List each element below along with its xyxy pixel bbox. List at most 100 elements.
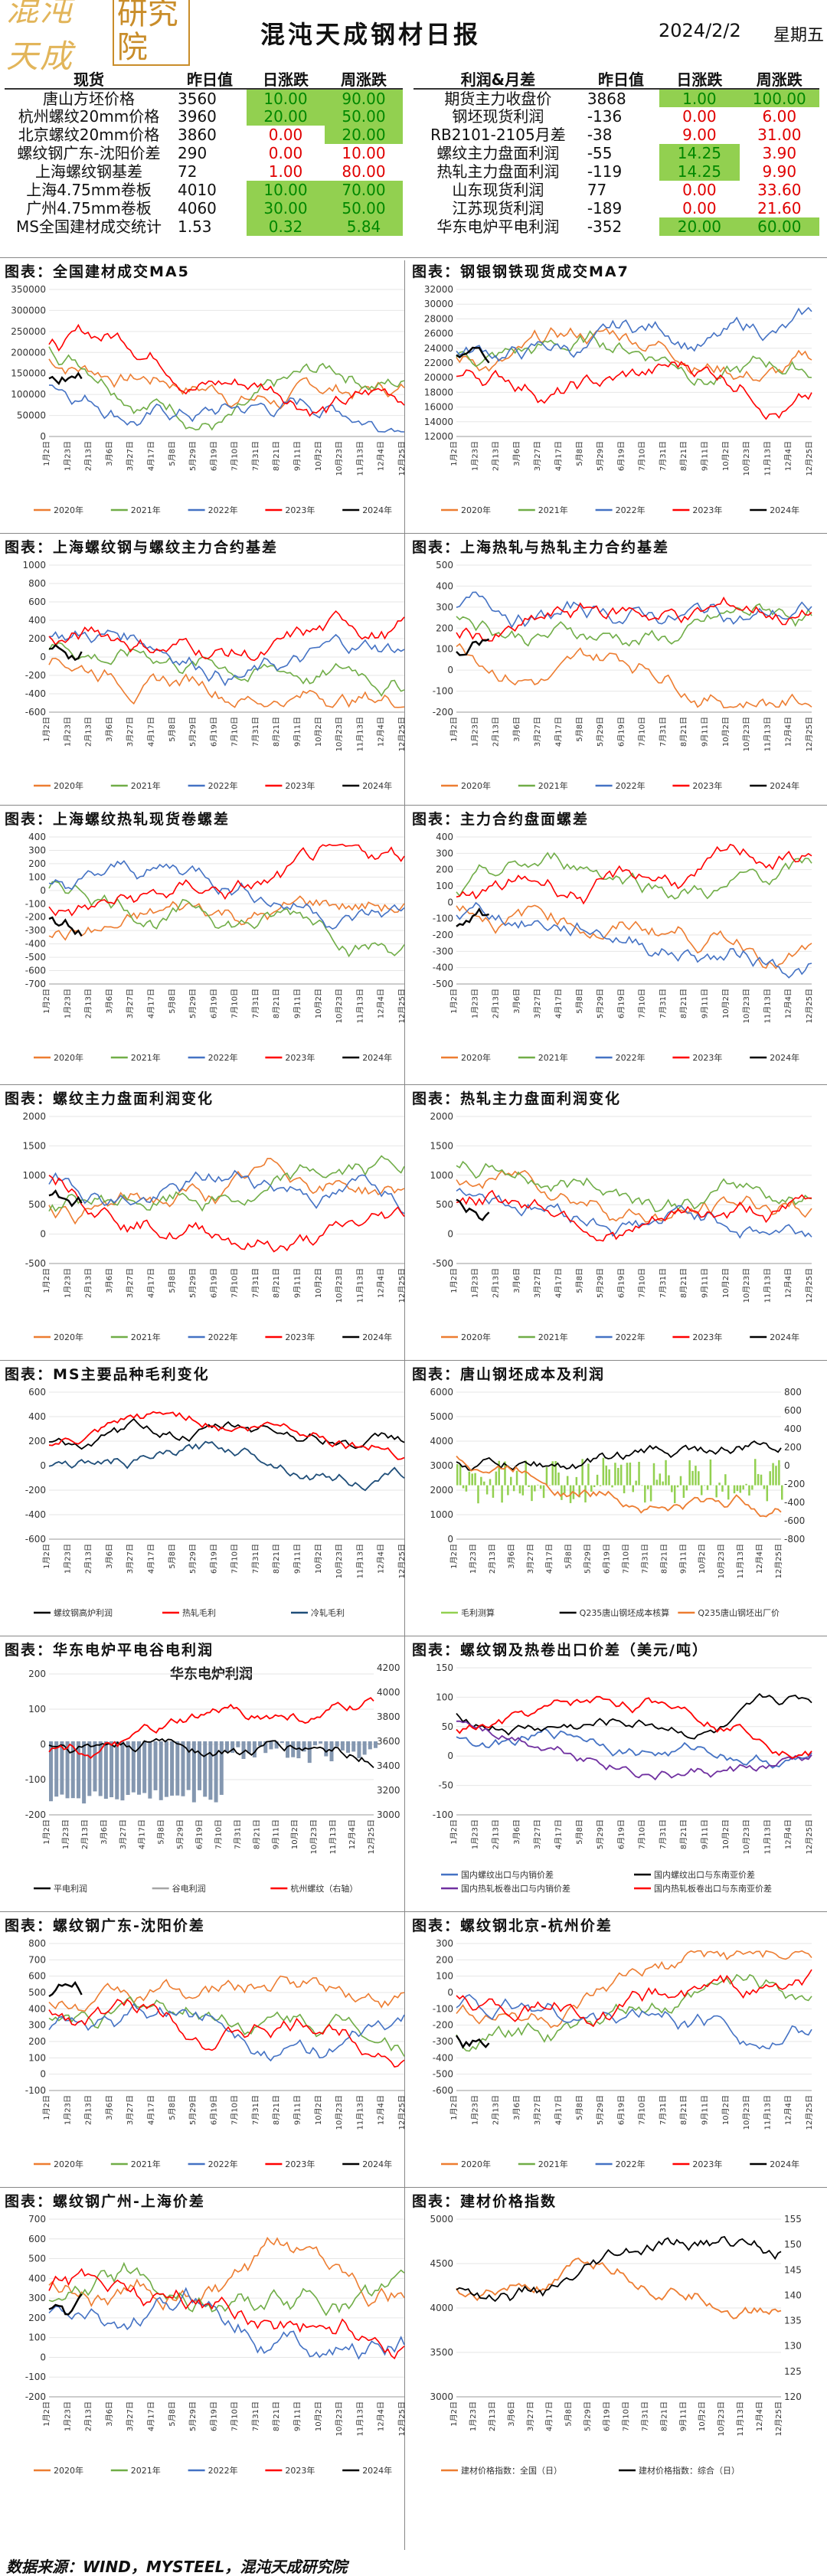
x-tick-label: 3月6日 xyxy=(507,1544,516,1569)
x-tick-label: 4月17日 xyxy=(554,2095,563,2125)
chart-title: 图表：螺纹主力盘面利润变化 xyxy=(5,1090,214,1107)
x-tick-label: 10月23日 xyxy=(335,1268,344,1303)
x-tick-label: 5月29日 xyxy=(583,1544,593,1574)
y-tick-label: 20000 xyxy=(424,372,453,383)
series-line-2023年 xyxy=(48,1999,405,2068)
x-tick-label: 2月13日 xyxy=(84,2095,93,2125)
y-tick-label: 26000 xyxy=(424,329,453,339)
chart-title: 图表：上海螺纹热轧现货卷螺差 xyxy=(5,811,230,828)
margin-bar xyxy=(760,1474,763,1486)
y-tick-label: 0 xyxy=(40,2069,46,2080)
spot-cell-name: MS全国建材成交统计 xyxy=(16,217,162,236)
spot-cell-day-change: 1.00 xyxy=(247,162,325,181)
chart-svg: 350000 300000 250000 200000 150000 100000 5000… xyxy=(11,284,407,515)
y-tick-label: -400 xyxy=(25,1509,46,1520)
chart-title: 图表：螺纹钢北京-杭州价差 xyxy=(412,1917,613,1934)
y-tick-label: 5000 xyxy=(430,2214,453,2225)
y-tick-label: 100 xyxy=(436,881,453,891)
chart-panel-c5: 图表：上海螺纹热轧现货卷螺差 400 300 200 100 0 -100 -200 -300 -… xyxy=(0,808,414,1076)
profit-bar xyxy=(258,1741,263,1747)
y2-tick-label: 145 xyxy=(784,2264,802,2275)
series-line-2024年 xyxy=(455,2035,490,2049)
x-tick-label: 4月17日 xyxy=(146,2095,155,2125)
y-tick-label: 32000 xyxy=(424,284,453,295)
profit-cell-day-change: 20.00 xyxy=(659,217,740,236)
y-tick-label: -200 xyxy=(25,2391,46,2402)
x-tick-label: 7月10日 xyxy=(638,441,647,471)
y-tick-label: -300 xyxy=(25,925,46,936)
profit-bar xyxy=(159,1741,163,1800)
y-tick-label: 100 xyxy=(436,1692,453,1702)
x-tick-label: 12月4日 xyxy=(377,1268,386,1298)
series-line-2021年 xyxy=(456,330,812,387)
margin-bar xyxy=(676,1485,679,1488)
series-line-建材价格指数：全国（日） xyxy=(456,2257,782,2319)
x-tick-label: 5月8日 xyxy=(575,717,584,742)
legend-label: 2020年 xyxy=(461,780,491,791)
profit-bar xyxy=(214,1741,218,1803)
margin-bar xyxy=(772,1463,774,1486)
series-line-2020年 xyxy=(456,1169,812,1223)
x-tick-label: 12月4日 xyxy=(784,717,793,747)
margin-bar xyxy=(623,1485,626,1494)
y-tick-label: 12000 xyxy=(424,431,453,442)
y-tick-label: 800 xyxy=(28,1938,46,1949)
y-tick-label: 0 xyxy=(40,431,46,442)
margin-bar xyxy=(757,1473,760,1486)
x-tick-label: 7月10日 xyxy=(230,717,240,747)
legend-label: 2022年 xyxy=(616,1052,646,1063)
y-tick-label: -100 xyxy=(25,898,46,909)
chart-title: 图表：热轧主力盘面利润变化 xyxy=(412,1090,622,1107)
chart-title: 图表：螺纹钢广东-沈阳价差 xyxy=(5,1917,205,1934)
margin-bar xyxy=(474,1473,476,1486)
x-tick-label: 9月11日 xyxy=(293,2095,302,2125)
margin-bar xyxy=(769,1471,771,1486)
y-tick-label: 0 xyxy=(447,665,453,675)
x-tick-label: 5月29日 xyxy=(188,1544,198,1574)
x-tick-label: 7月10日 xyxy=(230,1544,240,1574)
spot-cell-week-change: 5.84 xyxy=(325,217,403,236)
profit-bar xyxy=(247,1741,251,1754)
margin-bar xyxy=(724,1474,727,1486)
series-line-2021年 xyxy=(48,2261,405,2316)
profit-bar xyxy=(312,1741,317,1746)
x-tick-label: 4月17日 xyxy=(554,989,563,1018)
spot-cell-week-change: 70.00 xyxy=(325,181,403,199)
margin-bar xyxy=(471,1473,473,1486)
x-tick-label: 8月21日 xyxy=(679,989,688,1018)
margin-bar xyxy=(584,1485,587,1503)
y2-tick-label: 135 xyxy=(784,2316,802,2326)
x-tick-label: 4月17日 xyxy=(545,2401,554,2431)
profit-row: 热轧主力盘面利润 -119 14.25 9.90 xyxy=(414,162,819,181)
series-line-2022年 xyxy=(48,860,405,930)
x-tick-label: 5月8日 xyxy=(157,1819,166,1845)
profit-bar xyxy=(269,1741,273,1750)
legend-label: 国内螺纹出口与东南亚价差 xyxy=(654,1869,755,1880)
legend-label: 2024年 xyxy=(362,780,392,791)
profit-cell-week-change: 33.60 xyxy=(739,181,819,199)
x-tick-label: 2月13日 xyxy=(492,1268,501,1298)
chart-title: 图表：唐山钢坯成本及利润 xyxy=(412,1366,606,1383)
x-tick-label: 8月21日 xyxy=(272,2401,281,2431)
y-tick-label: 100 xyxy=(436,644,453,655)
profit-bar xyxy=(142,1741,147,1793)
x-tick-label: 1月2日 xyxy=(42,717,51,742)
legend-label: 2024年 xyxy=(362,1052,392,1063)
x-tick-label: 3月6日 xyxy=(512,441,521,466)
spot-cell-value: 290 xyxy=(178,144,208,162)
spot-cell-week-change: 50.00 xyxy=(325,199,403,217)
x-tick-label: 8月21日 xyxy=(272,1268,281,1298)
x-tick-label: 4月17日 xyxy=(554,717,563,747)
y-tick-label: -200 xyxy=(25,670,46,681)
logo-text: 混沌天成 xyxy=(6,0,74,75)
y-tick-label: 200 xyxy=(28,1669,46,1679)
y-tick-label: -100 xyxy=(25,1774,46,1785)
legend-label: 建材价格指数：综合（日） xyxy=(639,2465,740,2476)
y-tick-label: -300 xyxy=(433,2036,453,2047)
margin-bar xyxy=(485,1485,489,1495)
x-tick-label: 4月17日 xyxy=(146,441,155,471)
x-tick-label: 1月23日 xyxy=(469,2401,478,2431)
x-tick-label: 2月13日 xyxy=(488,1544,497,1574)
legend-label: 建材价格指数：全国（日） xyxy=(461,2465,562,2476)
profit-cell-value: -352 xyxy=(587,217,623,236)
